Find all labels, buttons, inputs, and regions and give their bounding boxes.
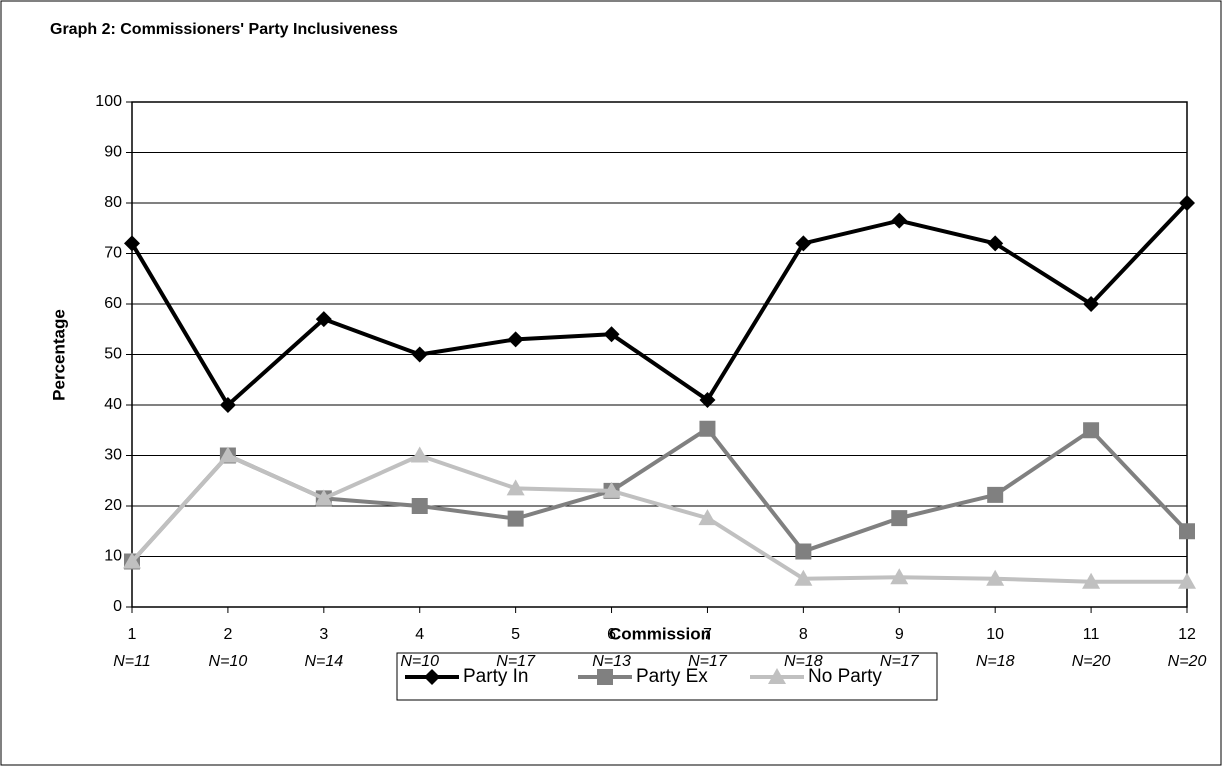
point-marker	[411, 498, 428, 514]
point-marker	[699, 391, 716, 408]
point-marker	[699, 420, 716, 437]
point-marker	[124, 235, 140, 252]
plot-area	[131, 101, 1188, 608]
y-tick-label: 80	[104, 194, 122, 211]
legend-label: Party In	[463, 666, 528, 687]
x-tick-sublabel: N=20	[1072, 653, 1111, 670]
point-marker	[507, 331, 524, 348]
y-tick-label: 10	[104, 548, 122, 565]
x-tick-label: 1	[128, 626, 137, 643]
x-tick-sublabel: N=17	[688, 653, 728, 670]
series-line	[130, 201, 1189, 407]
legend-label: Party Ex	[636, 666, 708, 687]
x-tick-sublabel: N=17	[880, 653, 920, 670]
point-marker	[891, 212, 908, 229]
legend-box	[396, 652, 938, 701]
point-marker	[986, 569, 1005, 586]
point-marker	[987, 235, 1004, 252]
legend-marker	[768, 668, 786, 684]
chart-title: Graph 2: Commissioners' Party Inclusiven…	[50, 21, 398, 38]
point-marker	[411, 346, 428, 363]
x-tick-label: 12	[1178, 626, 1196, 643]
y-tick-label: 20	[104, 497, 122, 514]
x-tick-sublabel: N=20	[1168, 653, 1207, 670]
point-marker	[1178, 572, 1196, 589]
x-tick-sublabel: N=13	[592, 653, 631, 670]
point-marker	[1179, 195, 1195, 211]
x-tick-label: 5	[511, 626, 520, 643]
x-tick-label: 7	[703, 626, 712, 643]
x-tick-label: 11	[1083, 626, 1100, 643]
point-marker	[603, 326, 620, 343]
point-marker	[123, 552, 141, 569]
point-marker	[698, 509, 717, 526]
legend-marker	[424, 669, 440, 685]
point-marker	[602, 481, 621, 498]
point-marker	[795, 543, 812, 560]
legend-label: No Party	[808, 666, 882, 687]
y-tick-label: 40	[104, 396, 122, 413]
point-marker	[507, 510, 524, 527]
series-line	[130, 453, 1187, 584]
y-tick-label: 0	[113, 598, 122, 615]
x-tick-label: 9	[895, 626, 904, 643]
point-marker	[890, 568, 909, 585]
point-marker	[891, 510, 908, 527]
x-tick-label: 8	[799, 626, 808, 643]
y-tick-label: 100	[95, 93, 122, 110]
x-tick-sublabel: N=18	[784, 653, 823, 670]
point-marker	[219, 397, 236, 413]
y-tick-label: 60	[104, 295, 122, 312]
x-tick-label: 2	[223, 626, 232, 643]
y-tick-label: 90	[104, 144, 122, 161]
point-marker	[1083, 296, 1100, 312]
x-tick-sublabel: N=18	[976, 653, 1015, 670]
point-marker	[410, 446, 429, 463]
x-tick-label: 10	[986, 626, 1004, 643]
x-tick-sublabel: N=11	[113, 653, 151, 670]
x-tick-label: 6	[607, 626, 616, 643]
x-axis-title: Commission	[609, 624, 711, 643]
y-tick-label: 30	[104, 447, 122, 464]
point-marker	[1179, 523, 1195, 540]
x-tick-sublabel: N=10	[209, 653, 248, 670]
point-marker	[1083, 422, 1100, 439]
y-axis-title: Percentage	[49, 309, 68, 401]
x-tick-sublabel: N=14	[304, 653, 343, 670]
point-marker	[987, 486, 1004, 503]
y-tick-label: 70	[104, 245, 122, 262]
x-tick-label: 3	[319, 626, 328, 643]
y-tick-label: 50	[104, 346, 122, 363]
point-marker	[1082, 572, 1101, 589]
point-marker	[314, 489, 333, 506]
point-marker	[794, 569, 813, 586]
point-marker	[795, 235, 812, 252]
x-tick-sublabel: N=10	[400, 653, 439, 670]
legend-marker	[597, 669, 613, 685]
point-marker	[218, 446, 237, 463]
x-tick-sublabel: N=17	[496, 653, 536, 670]
x-tick-label: 4	[415, 626, 424, 643]
point-marker	[315, 311, 332, 328]
point-marker	[506, 479, 525, 496]
